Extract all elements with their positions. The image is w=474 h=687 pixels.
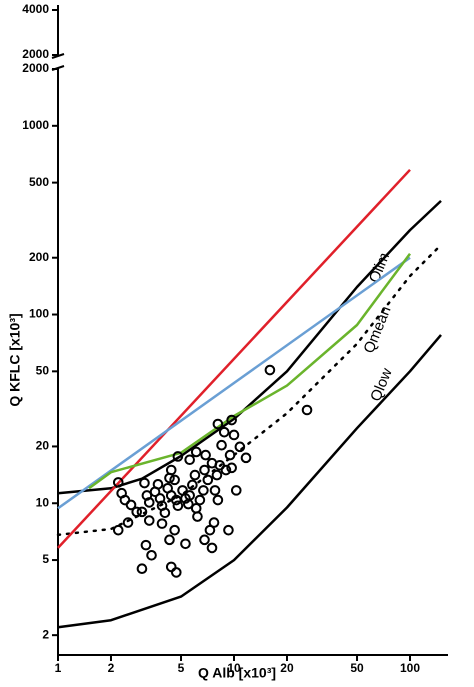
data-point <box>184 454 195 466</box>
data-point <box>122 517 134 528</box>
data-point <box>240 452 252 464</box>
data-point <box>192 511 203 522</box>
data-point <box>140 539 152 551</box>
data-point <box>164 534 175 546</box>
y-tick-label: 100 <box>29 307 49 321</box>
x-tick-label: 2 <box>108 661 115 675</box>
data-point <box>190 446 202 458</box>
data-point <box>172 451 184 462</box>
data-point <box>112 477 124 488</box>
data-point <box>143 515 155 526</box>
data-point <box>199 464 210 476</box>
data-point <box>204 524 216 536</box>
data-point <box>152 479 164 490</box>
y-tick-label: 5 <box>42 552 49 566</box>
data-point <box>172 500 184 512</box>
data-point <box>211 469 223 481</box>
y-tick-label: 2000 <box>22 47 49 61</box>
data-point <box>198 485 209 496</box>
data-point <box>146 549 157 561</box>
data-point <box>143 497 155 508</box>
y-tick-label: 10 <box>36 495 50 509</box>
data-point <box>159 507 171 519</box>
x-tick-label: 20 <box>280 661 294 675</box>
data-point <box>136 506 148 518</box>
y-tick-label: 20 <box>36 439 50 453</box>
data-point <box>125 499 137 511</box>
data-point <box>139 477 150 489</box>
data-point <box>170 567 182 578</box>
data-point <box>218 426 230 438</box>
data-point <box>136 563 148 574</box>
data-point <box>131 506 143 518</box>
data-point <box>264 364 276 376</box>
data-point <box>301 404 313 416</box>
data-point <box>223 524 234 536</box>
curve <box>57 256 411 510</box>
data-point <box>200 449 211 461</box>
data-point <box>226 414 237 426</box>
curve <box>57 199 442 495</box>
data-point <box>187 479 198 491</box>
curve <box>57 334 442 629</box>
y-tick-label: 50 <box>36 364 50 378</box>
data-point <box>165 561 177 573</box>
x-tick-label: 1 <box>55 661 62 675</box>
data-point <box>228 429 240 441</box>
y-tick-label: 4000 <box>22 2 49 16</box>
x-tick-label: 100 <box>400 661 420 675</box>
data-point <box>156 518 168 529</box>
data-point <box>202 474 214 486</box>
data-point <box>199 534 210 546</box>
data-point <box>189 469 201 481</box>
y-axis-label: Q KFLC [x10³] <box>7 313 23 406</box>
data-point <box>165 464 177 476</box>
data-point <box>169 474 180 486</box>
data-point <box>190 503 202 514</box>
y-tick-label: 1000 <box>22 118 49 132</box>
data-point <box>234 441 246 453</box>
x-tick-label: 5 <box>178 661 185 675</box>
x-axis-label: Q Alb [x10³] <box>198 665 276 681</box>
data-point <box>220 464 232 476</box>
data-point <box>224 449 236 461</box>
y-tick-label: 2 <box>42 627 49 641</box>
data-point <box>230 485 242 496</box>
curve <box>57 168 411 549</box>
data-point <box>206 542 218 554</box>
data-point <box>184 490 195 501</box>
data-point <box>226 462 237 474</box>
y-tick-label: 200 <box>29 250 49 264</box>
data-point <box>180 538 191 550</box>
data-point <box>212 494 224 506</box>
data-point <box>169 524 180 536</box>
data-point <box>216 439 227 451</box>
data-point <box>194 494 206 506</box>
y-tick-label: 2000 <box>22 61 49 75</box>
data-point <box>112 524 124 536</box>
x-tick-label: 10 <box>227 661 241 675</box>
data-point <box>212 418 224 430</box>
data-point <box>209 485 221 496</box>
curve-label: Qlow <box>367 366 396 404</box>
y-tick-label: 500 <box>29 175 49 189</box>
x-tick-label: 50 <box>350 661 364 675</box>
